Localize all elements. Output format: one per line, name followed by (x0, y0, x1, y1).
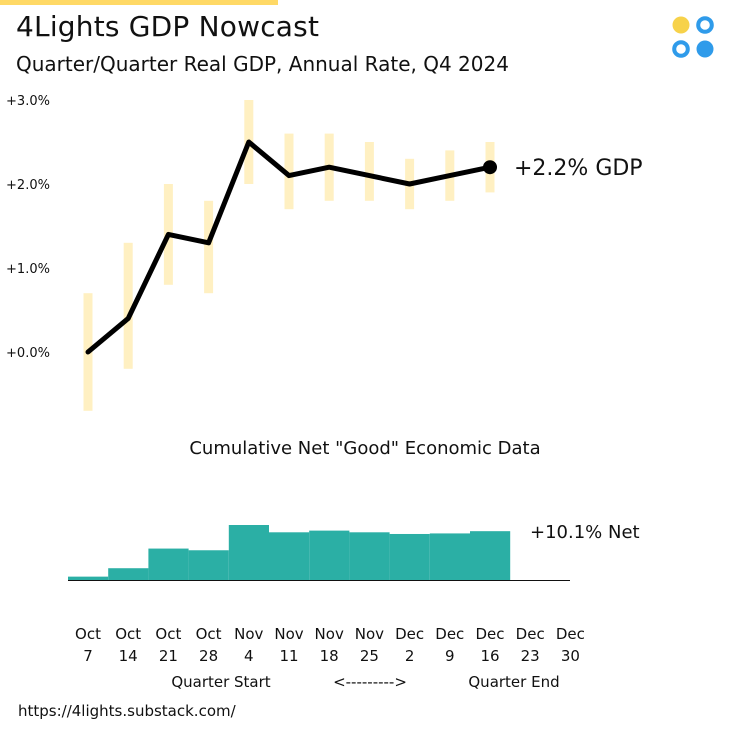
page-title: 4Lights GDP Nowcast (16, 10, 320, 43)
quarter-end-label: Quarter End (468, 673, 559, 691)
range-bar (284, 133, 294, 210)
y-tick-label: +3.0% (6, 94, 50, 109)
bar-chart-title: Cumulative Net "Good" Economic Data (189, 438, 540, 459)
x-month-label: Nov (315, 625, 344, 643)
x-day-label: 2 (405, 647, 415, 665)
x-month-label: Oct (75, 625, 101, 643)
net-data-bar (108, 568, 149, 580)
four-circles-logo-icon (672, 16, 714, 58)
net-data-bar (68, 576, 109, 580)
net-data-bar (429, 533, 470, 580)
net-data-bar (309, 530, 350, 580)
source-url: https://4lights.substack.com/ (18, 702, 236, 720)
net-end-label: +10.1% Net (530, 522, 640, 543)
x-month-label: Nov (355, 625, 384, 643)
logo-circle-bottom-right (696, 40, 714, 58)
x-month-label: Dec (556, 625, 585, 643)
range-bar (204, 200, 214, 294)
range-bar (123, 242, 133, 369)
net-data-bar (269, 532, 310, 580)
x-month-label: Dec (516, 625, 545, 643)
y-tick-label: +1.0% (6, 262, 50, 277)
x-month-label: Oct (196, 625, 222, 643)
gdp-nowcast-chart: +0.0% +1.0% +2.0% +3.0% +2.2% GDP Cumulative … (6, 94, 643, 691)
x-day-label: 25 (360, 647, 379, 665)
x-day-label: 28 (199, 647, 218, 665)
x-month-label: Dec (475, 625, 504, 643)
x-day-label: 4 (244, 647, 254, 665)
x-day-label: 21 (159, 647, 178, 665)
y-tick-label: +0.0% (6, 346, 50, 361)
net-data-bar (228, 525, 269, 580)
y-tick-label: +2.0% (6, 178, 50, 193)
net-data-bar (349, 532, 390, 580)
logo-circle-top-right (696, 16, 714, 34)
net-data-bar (148, 548, 189, 580)
net-data-bar (389, 533, 430, 580)
x-day-label: 30 (561, 647, 580, 665)
gdp-line (85, 139, 493, 355)
x-month-label: Dec (435, 625, 464, 643)
quarter-start-label: Quarter Start (171, 673, 270, 691)
net-data-bar (470, 531, 511, 580)
x-day-label: 9 (445, 647, 455, 665)
x-day-label: 14 (119, 647, 138, 665)
x-day-label: 11 (279, 647, 298, 665)
x-month-label: Nov (274, 625, 303, 643)
x-day-label: 16 (480, 647, 499, 665)
x-month-label: Nov (234, 625, 263, 643)
x-month-label: Dec (395, 625, 424, 643)
x-day-label: 23 (521, 647, 540, 665)
x-day-label: 7 (83, 647, 93, 665)
x-month-label: Oct (115, 625, 141, 643)
logo-circle-bottom-left (672, 40, 690, 58)
quarter-arrow: <---------> (333, 673, 407, 691)
x-month-label: Oct (155, 625, 181, 643)
endpoint-marker (483, 160, 497, 175)
accent-bar (0, 0, 278, 5)
net-data-bar (188, 550, 229, 580)
page-subtitle: Quarter/Quarter Real GDP, Annual Rate, Q… (16, 52, 509, 76)
logo-circle-top-left (672, 16, 690, 34)
gdp-end-label: +2.2% GDP (514, 156, 643, 181)
x-day-label: 18 (320, 647, 339, 665)
range-bar (364, 142, 374, 201)
